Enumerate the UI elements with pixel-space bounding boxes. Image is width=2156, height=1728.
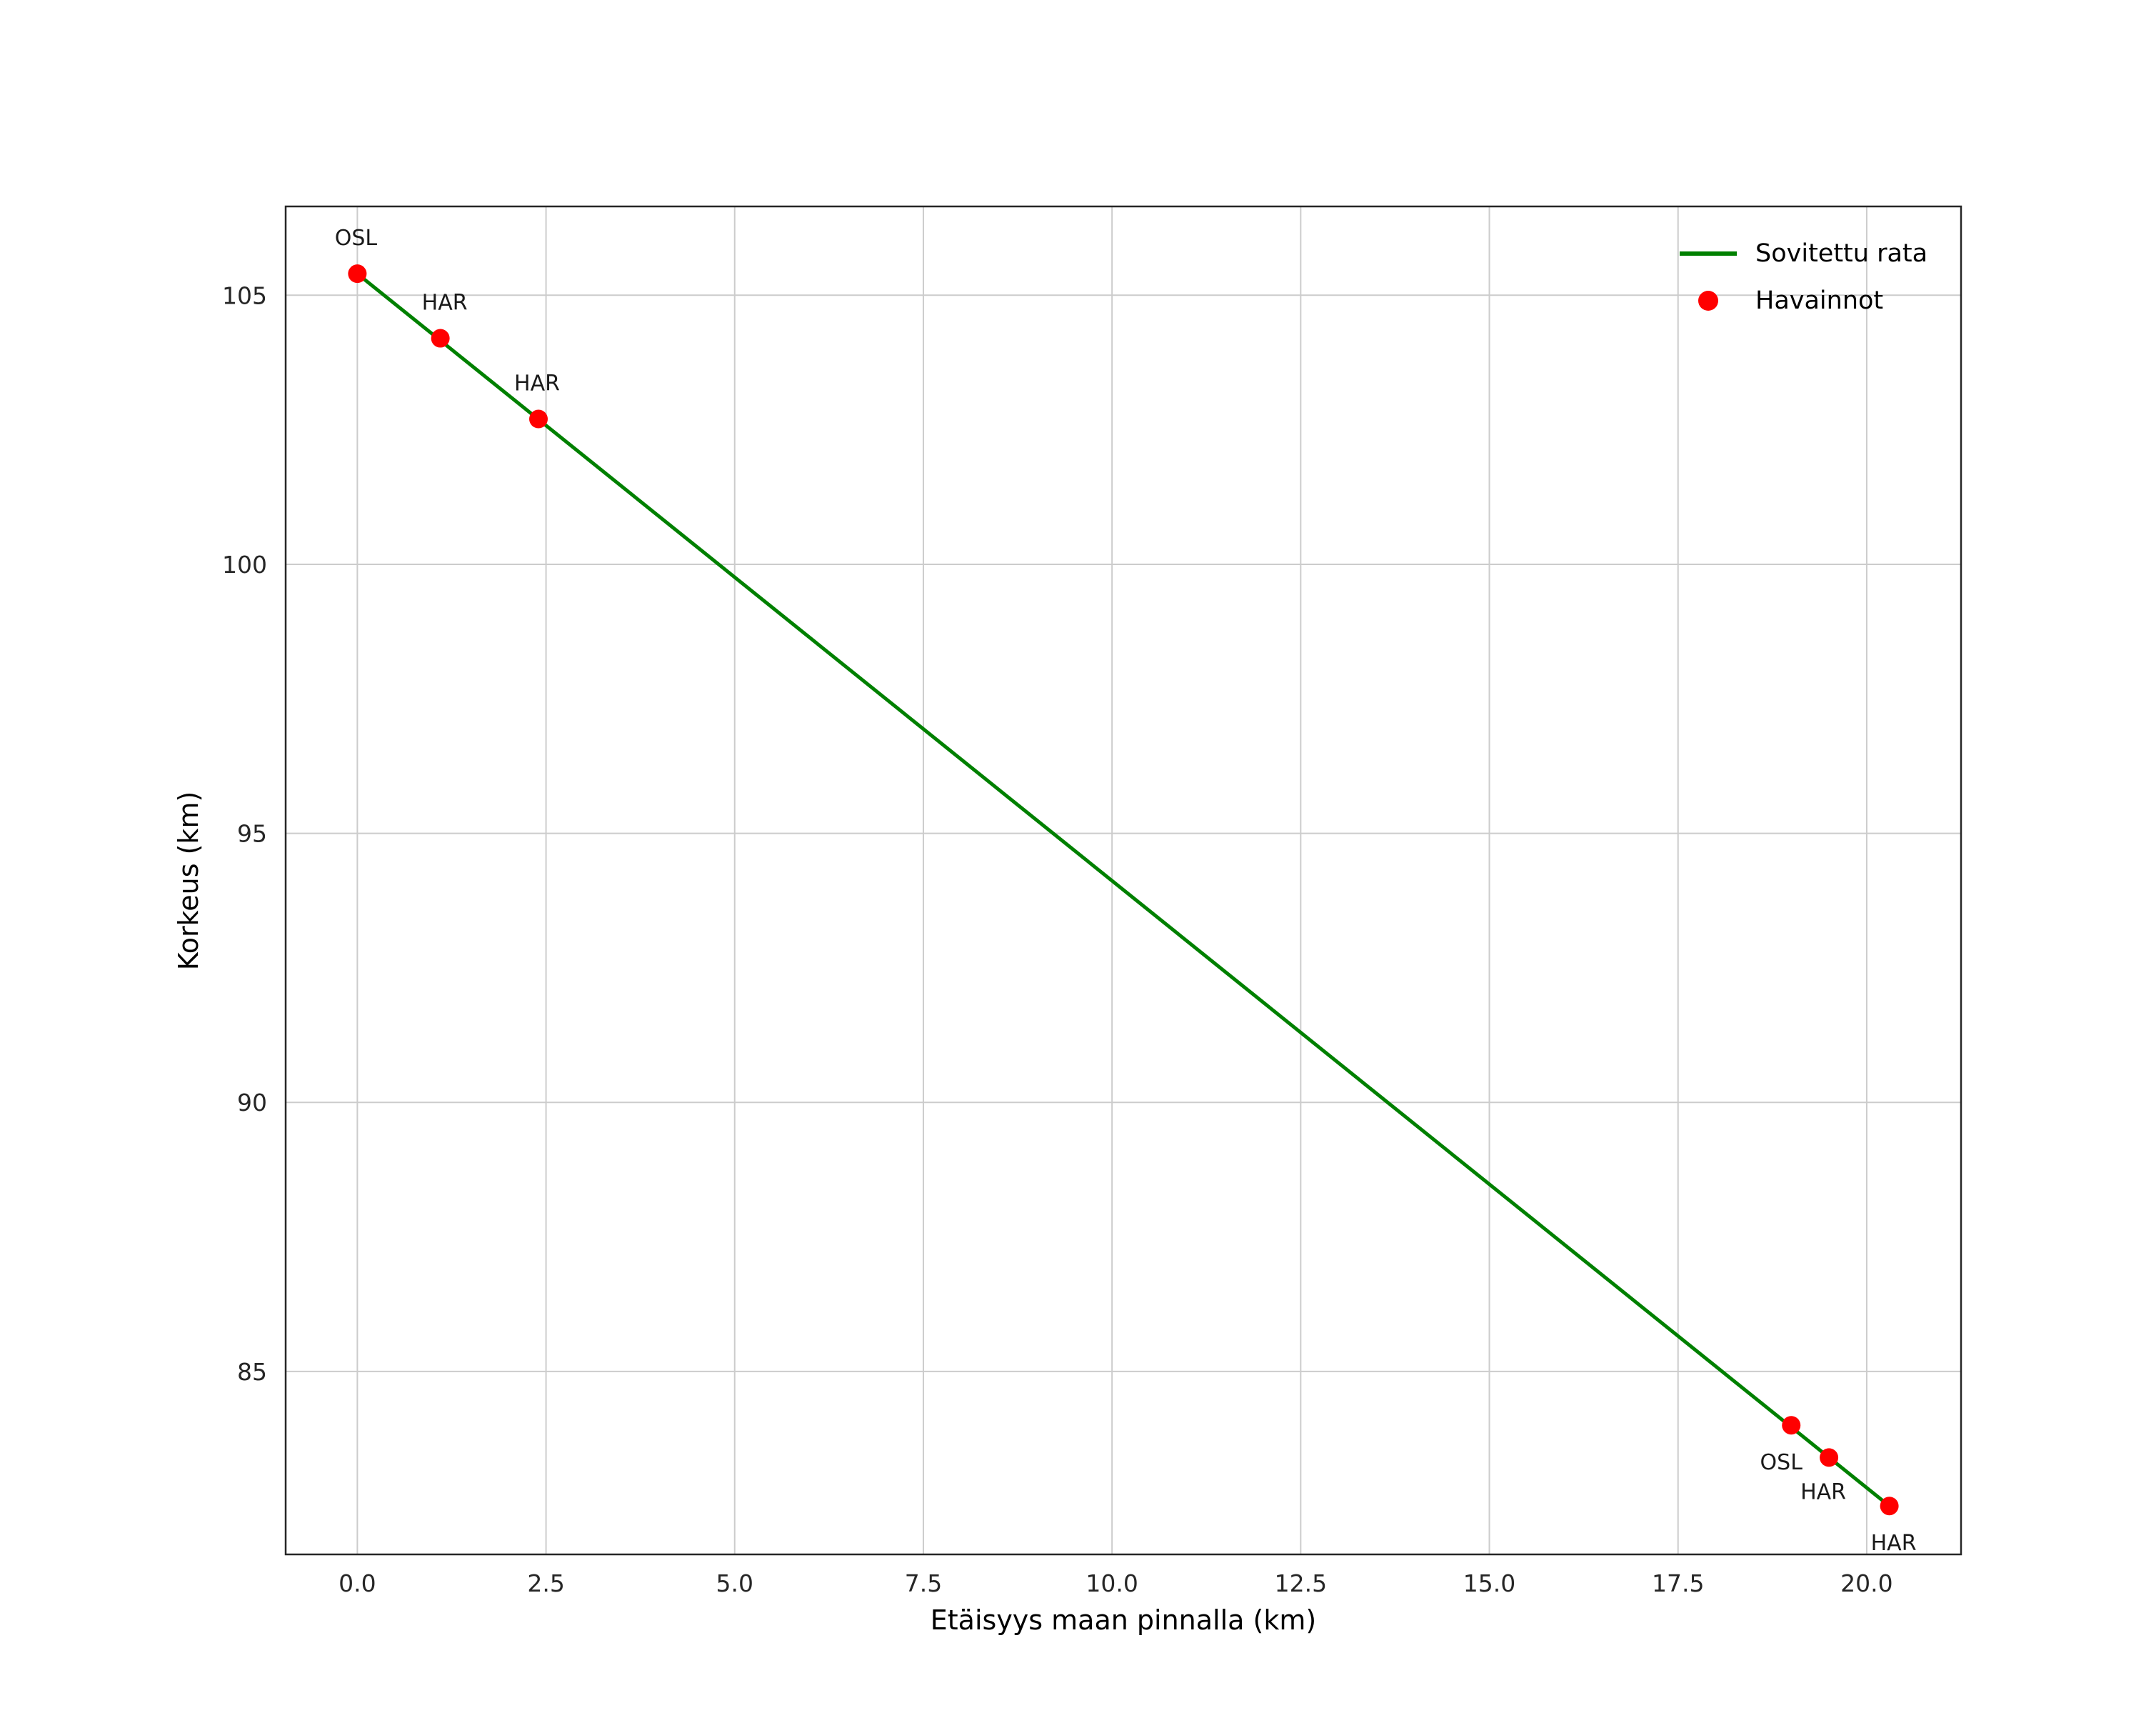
- point-label: HAR: [422, 291, 468, 316]
- y-tick-label: 95: [237, 820, 267, 848]
- data-point: [1880, 1497, 1899, 1516]
- line-swatch-icon: [1680, 251, 1737, 256]
- point-label: HAR: [1871, 1531, 1917, 1556]
- y-tick-label: 85: [237, 1358, 267, 1386]
- x-axis-label: Etäisyys maan pinnalla (km): [930, 1604, 1317, 1636]
- legend-label-fit-line: Sovitettu rata: [1755, 239, 1928, 268]
- data-point: [1820, 1448, 1839, 1467]
- x-tick-label: 17.5: [1652, 1569, 1704, 1597]
- point-label: OSL: [335, 226, 378, 251]
- x-tick-label: 7.5: [905, 1569, 942, 1597]
- point-label: HAR: [1800, 1479, 1846, 1504]
- legend-item-fit-line: Sovitettu rata: [1680, 236, 1927, 271]
- data-point: [431, 329, 450, 348]
- data-point: [529, 409, 548, 429]
- legend-item-observations: Havainnot: [1680, 283, 1927, 319]
- fit-line: [356, 272, 1891, 1508]
- legend-dot-swatch: [1680, 291, 1737, 311]
- x-tick-label: 20.0: [1840, 1569, 1892, 1597]
- legend-label-observations: Havainnot: [1755, 286, 1884, 315]
- y-tick-label: 105: [222, 281, 267, 309]
- x-tick-label: 10.0: [1085, 1569, 1138, 1597]
- dot-swatch-icon: [1698, 291, 1718, 311]
- point-label: HAR: [514, 371, 560, 396]
- y-axis-label: Korkeus (km): [173, 791, 204, 971]
- legend-line-swatch: [1680, 251, 1737, 256]
- plot-border: [284, 205, 1962, 1556]
- x-tick-label: 0.0: [339, 1569, 376, 1597]
- x-tick-label: 5.0: [716, 1569, 753, 1597]
- x-tick-label: 12.5: [1275, 1569, 1327, 1597]
- legend: Sovitettu rata Havainnot: [1680, 236, 1927, 319]
- y-tick-label: 100: [222, 551, 267, 579]
- data-point: [348, 264, 367, 284]
- x-tick-label: 15.0: [1463, 1569, 1515, 1597]
- x-tick-label: 2.5: [527, 1569, 564, 1597]
- data-point: [1782, 1416, 1801, 1435]
- y-tick-label: 90: [237, 1089, 267, 1117]
- point-label: OSL: [1760, 1450, 1803, 1475]
